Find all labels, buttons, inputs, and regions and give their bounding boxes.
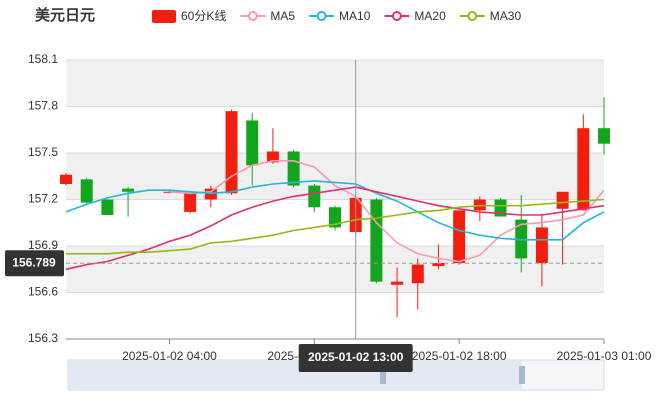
crosshair-y-box	[5, 250, 64, 277]
ma-line	[169, 160, 605, 263]
legend-label: 60分K线	[181, 9, 226, 23]
candle-body	[266, 151, 279, 163]
candle-body	[246, 120, 259, 166]
candle-body	[411, 264, 424, 284]
y-tick-label: 156.9	[28, 238, 58, 252]
candle-body	[122, 188, 135, 192]
candle-body	[432, 263, 445, 267]
candle-body	[163, 191, 176, 193]
y-tick-label: 157.8	[28, 99, 58, 113]
candle-body	[80, 179, 93, 203]
candle-body	[535, 227, 548, 264]
candle-body	[391, 281, 404, 285]
legend-label: MA5	[270, 9, 295, 23]
legend-dot	[316, 11, 327, 21]
candle-body	[329, 207, 341, 228]
y-tick-label: 157.2	[28, 192, 58, 206]
candle-body	[494, 199, 507, 217]
ma-line	[65, 180, 605, 241]
y-tick-label: 156.3	[28, 331, 58, 345]
candle-body	[370, 199, 383, 282]
band	[66, 246, 604, 293]
x-tick-label: 2025-01-02 18:00	[412, 349, 507, 363]
candle-body	[556, 191, 569, 209]
candle-body	[225, 111, 238, 194]
x-tick-label: 2025-01-03 01:00	[557, 349, 652, 363]
candle-body	[60, 174, 72, 184]
y-tick-label: 158.1	[28, 52, 58, 66]
y-tick-label: 156.6	[28, 285, 58, 299]
candle-body	[598, 128, 610, 144]
chart-title: 美元日元	[35, 6, 95, 24]
ma-line	[66, 198, 605, 255]
candle-body	[308, 185, 321, 208]
band	[66, 60, 604, 107]
legend-dot	[247, 11, 258, 21]
legend-swatch	[152, 10, 176, 23]
band	[66, 153, 604, 200]
legend-dot	[467, 11, 478, 21]
crosshair-y-label: 156.789	[12, 255, 56, 269]
legend-label: MA20	[414, 9, 446, 23]
y-tick-label: 157.5	[28, 145, 58, 159]
ma-line	[65, 186, 605, 271]
candle-body	[184, 191, 197, 212]
crosshair-x-label: 2025-01-02 13:00	[308, 350, 404, 364]
candle-body	[287, 151, 300, 186]
crosshair-x-box	[298, 344, 413, 372]
candle-body	[453, 210, 466, 264]
candle-body	[577, 128, 590, 211]
candle-body	[101, 199, 114, 215]
legend-label: MA30	[490, 9, 522, 23]
legend-dot	[391, 11, 402, 21]
legend-label: MA10	[339, 9, 371, 23]
x-tick-label: 2025-01-02 04:00	[122, 349, 217, 363]
